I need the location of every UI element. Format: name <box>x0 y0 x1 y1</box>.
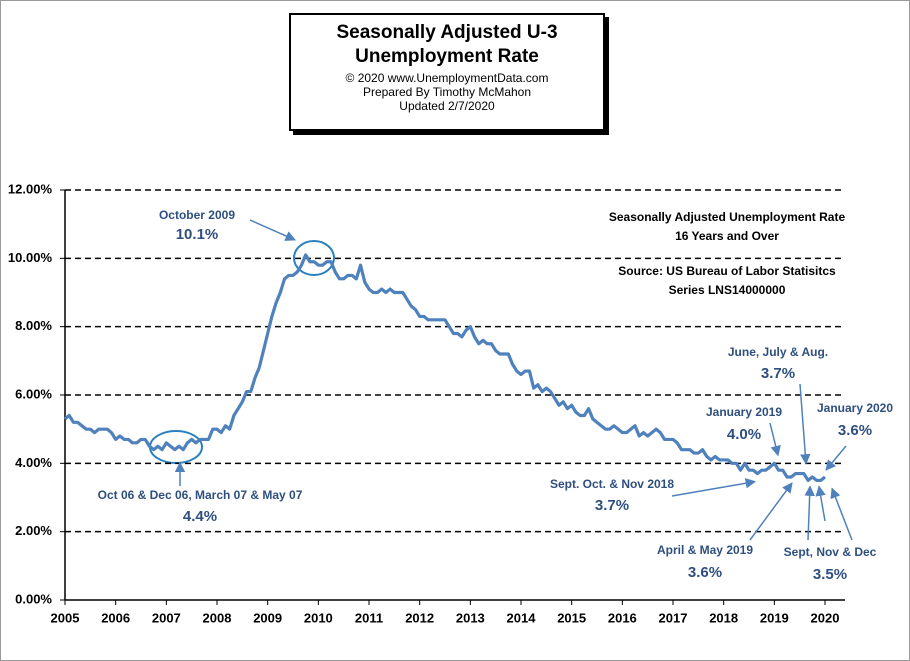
annotation-label: Oct 06 & Dec 06, March 07 & May 07 <box>98 488 303 502</box>
annotation-label: January 2019 <box>706 405 782 419</box>
y-tick-label: 10.00% <box>8 250 53 265</box>
x-tick-label: 2007 <box>152 610 181 625</box>
x-tick-label: 2019 <box>760 610 789 625</box>
x-tick-label: 2015 <box>557 610 586 625</box>
y-tick-label: 12.00% <box>8 181 53 196</box>
annotation-arrow <box>671 478 757 497</box>
x-tick-label: 2017 <box>659 610 688 625</box>
chart-title: Seasonally Adjusted U-3 Unemployment Rat… <box>336 22 558 67</box>
annotation-label: June, July & Aug. <box>728 345 828 359</box>
highlight-circle <box>293 240 335 276</box>
x-tick-label: 2013 <box>456 610 485 625</box>
x-tick-label: 2006 <box>101 610 130 625</box>
note: 16 Years and Over <box>675 229 779 243</box>
y-tick-label: 2.00% <box>15 523 52 538</box>
note: Source: US Bureau of Labor Statisitcs <box>618 264 836 278</box>
annotation-label: Sept, Nov & Dec <box>784 545 877 559</box>
annotation-label: October 2009 <box>159 208 235 222</box>
annotation-arrow <box>769 422 781 457</box>
title-box: Seasonally Adjusted U-3 Unemployment Rat… <box>289 13 605 131</box>
annotation-value: 3.7% <box>595 497 629 514</box>
x-tick-label: 2005 <box>51 610 80 625</box>
x-tick-label: 2011 <box>355 610 383 625</box>
note: Seasonally Adjusted Unemployment Rate <box>609 210 846 224</box>
y-tick-label: 8.00% <box>15 318 52 333</box>
y-tick-label: 4.00% <box>15 455 52 470</box>
annotation-arrow <box>249 219 296 241</box>
x-tick-label: 2014 <box>507 610 537 625</box>
annotation-label: Sept. Oct. & Nov 2018 <box>550 477 674 491</box>
subtitle: Prepared By Timothy McMahon <box>362 85 532 99</box>
note: Series LNS14000000 <box>669 283 786 297</box>
annotation-arrow <box>830 487 853 541</box>
annotation-value: 3.6% <box>838 422 872 439</box>
subtitle: Updated 2/7/2020 <box>399 99 495 113</box>
x-tick-label: 2020 <box>811 610 840 625</box>
x-tick-label: 2016 <box>608 610 637 625</box>
annotation-value: 3.5% <box>813 566 847 583</box>
annotation-arrow <box>804 485 815 541</box>
x-tick-label: 2008 <box>203 610 232 625</box>
annotation-value: 4.4% <box>183 508 217 525</box>
annotation-label: April & May 2019 <box>657 543 753 557</box>
y-tick-label: 0.00% <box>15 591 52 606</box>
x-tick-label: 2012 <box>405 610 434 625</box>
annotation-value: 3.7% <box>761 365 795 382</box>
x-tick-label: 2010 <box>304 610 333 625</box>
y-tick-label: 6.00% <box>15 386 52 401</box>
subtitle: © 2020 www.UnemploymentData.com <box>345 71 549 85</box>
annotation-value: 10.1% <box>176 226 219 243</box>
data-line <box>63 253 827 483</box>
annotation-arrow <box>749 482 793 541</box>
annotation-arrow <box>799 383 811 465</box>
x-tick-label: 2009 <box>253 610 282 625</box>
annotation-label: January 2020 <box>817 401 893 415</box>
annotation-value: 3.6% <box>688 564 722 581</box>
annotation-value: 4.0% <box>727 426 761 443</box>
x-tick-label: 2018 <box>709 610 738 625</box>
annotation-arrow <box>825 445 847 471</box>
annotation-arrow <box>815 485 826 522</box>
